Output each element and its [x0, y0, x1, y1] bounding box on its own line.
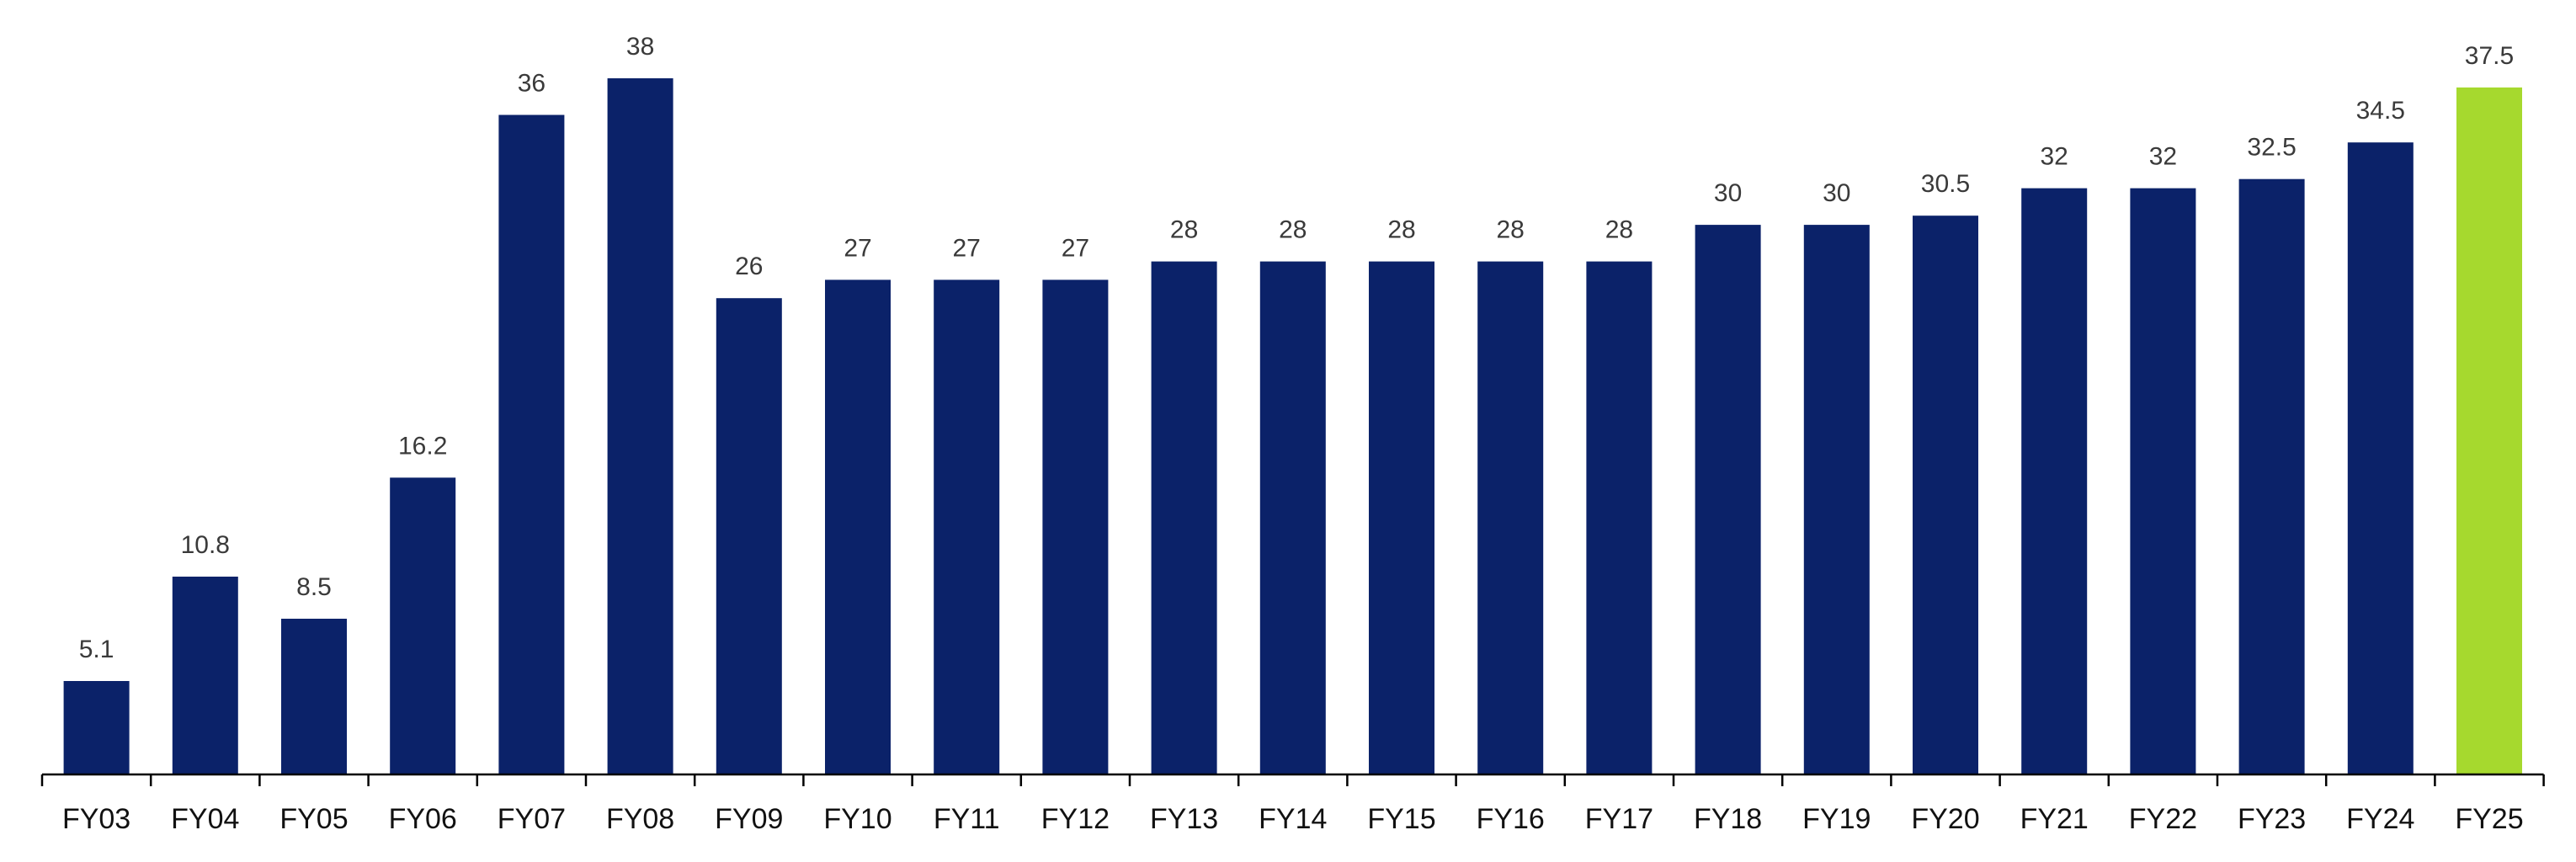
bar-fy05 — [281, 619, 347, 774]
value-label-fy12: 27 — [1062, 234, 1089, 262]
x-tick-label-fy19: FY19 — [1802, 803, 1871, 835]
bar-fy07 — [498, 114, 565, 774]
x-tick-label-fy10: FY10 — [823, 803, 891, 835]
x-tick-label-fy18: FY18 — [1694, 803, 1762, 835]
x-tick-label-fy21: FY21 — [2020, 803, 2089, 835]
x-tick-label-fy09: FY09 — [715, 803, 783, 835]
value-label-fy03: 5.1 — [79, 636, 114, 663]
bar-fy03 — [63, 681, 130, 774]
value-label-fy14: 28 — [1279, 216, 1307, 244]
x-tick-label-fy11: FY11 — [934, 803, 1000, 835]
x-axis — [40, 773, 2545, 786]
value-label-fy25: 37.5 — [2465, 42, 2514, 70]
bar-fy23 — [2238, 178, 2305, 774]
x-tick-label-fy07: FY07 — [498, 803, 566, 835]
value-label-fy08: 38 — [626, 33, 654, 61]
value-label-fy18: 30 — [1714, 179, 1742, 207]
value-label-fy13: 28 — [1170, 216, 1198, 244]
bar-fy22 — [2130, 188, 2196, 775]
value-label-fy20: 30.5 — [1921, 170, 1970, 198]
value-label-fy10: 27 — [844, 234, 871, 262]
bar-fy18 — [1695, 225, 1761, 775]
value-label-fy15: 28 — [1387, 216, 1415, 244]
value-label-fy23: 32.5 — [2247, 134, 2296, 162]
x-tick-label-fy13: FY13 — [1150, 803, 1218, 835]
x-tick-label-fy03: FY03 — [62, 803, 130, 835]
x-tick-label-fy16: FY16 — [1477, 803, 1545, 835]
value-label-fy09: 26 — [735, 253, 763, 280]
x-tick-label-fy04: FY04 — [171, 803, 239, 835]
bar-fy08 — [607, 78, 673, 774]
bar-fy25 — [2456, 87, 2522, 774]
x-tick-label-fy17: FY17 — [1585, 803, 1653, 835]
x-tick-label-fy15: FY15 — [1367, 803, 1435, 835]
value-label-fy24: 34.5 — [2356, 97, 2405, 125]
value-label-fy21: 32 — [2041, 143, 2068, 171]
x-tick-labels: FY03 FY04 FY05 FY06 FY07 FY08 FY09 FY10 FY11 FY12… — [62, 803, 2524, 835]
x-tick-label-fy20: FY20 — [1911, 803, 1979, 835]
value-label-fy04: 10.8 — [181, 531, 230, 559]
value-label-fy16: 28 — [1497, 216, 1525, 244]
bar-fy15 — [1369, 261, 1434, 775]
bar-fy12 — [1042, 279, 1109, 774]
x-tick-label-fy23: FY23 — [2238, 803, 2306, 835]
bar-fy24 — [2347, 142, 2414, 774]
bar-fy16 — [1477, 261, 1544, 775]
x-tick-label-fy12: FY12 — [1041, 803, 1110, 835]
bar-fy21 — [2021, 188, 2088, 775]
bar-fy10 — [825, 279, 891, 774]
bar-fy20 — [1913, 216, 1978, 774]
x-tick-label-fy22: FY22 — [2129, 803, 2197, 835]
x-tick-label-fy24: FY24 — [2346, 803, 2414, 835]
x-tick-label-fy06: FY06 — [389, 803, 457, 835]
value-labels-layer: 5.1 10.8 8.5 16.2 36 38 26 27 27 27 28 28 28 28 28 30 30… — [79, 33, 2514, 663]
x-tick-label-fy25: FY25 — [2455, 803, 2523, 835]
value-label-fy07: 36 — [518, 70, 546, 98]
bar-fy14 — [1259, 261, 1326, 775]
value-label-fy17: 28 — [1605, 216, 1633, 244]
x-tick-label-fy08: FY08 — [606, 803, 674, 835]
bar-fy13 — [1151, 261, 1217, 775]
x-tick-label-fy14: FY14 — [1259, 803, 1327, 835]
x-tick-label-fy05: FY05 — [279, 803, 348, 835]
bar-fy09 — [716, 298, 782, 774]
bar-fy17 — [1586, 261, 1653, 775]
value-label-fy05: 8.5 — [296, 573, 332, 601]
value-label-fy06: 16.2 — [398, 432, 447, 460]
bar-fy19 — [1803, 225, 1870, 775]
bar-fy06 — [390, 477, 456, 774]
value-label-fy22: 32 — [2149, 143, 2177, 171]
value-label-fy11: 27 — [953, 234, 981, 262]
bar-fy11 — [934, 279, 1000, 774]
bars-layer — [63, 78, 2522, 775]
bar-fy04 — [172, 577, 238, 774]
value-label-fy19: 30 — [1823, 179, 1850, 207]
